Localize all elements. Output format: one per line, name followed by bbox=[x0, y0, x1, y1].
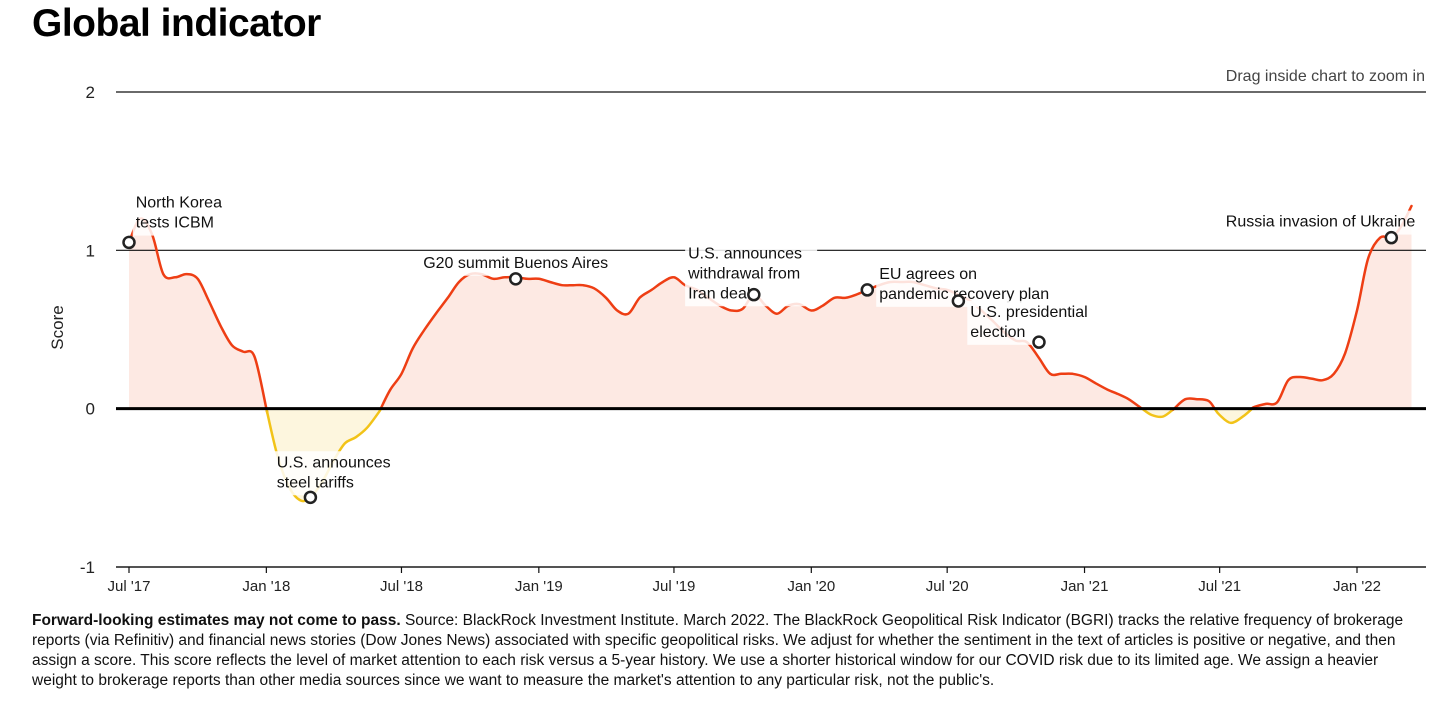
annotation-marker bbox=[951, 294, 966, 308]
annotation-bg bbox=[876, 262, 1068, 307]
page-title: Global indicator bbox=[32, 2, 321, 45]
axes: 2 1 0 -1 Score Jul '17 Jan '18 Jul '18 Jan '19 Ju… bbox=[48, 83, 1426, 595]
annotation-label: North Korea bbox=[136, 195, 222, 212]
annotation-label: Russia invasion of Ukraine bbox=[1226, 214, 1416, 231]
footnote-lead: Forward-looking estimates may not come t… bbox=[32, 612, 401, 629]
source-footnote: Forward-looking estimates may not come t… bbox=[32, 611, 1427, 691]
y-tick-label: 0 bbox=[86, 400, 95, 419]
positive-area-6 bbox=[1252, 206, 1412, 409]
annotation-marker bbox=[860, 283, 875, 297]
negative-line-3 bbox=[1140, 407, 1176, 419]
negative-area-5 bbox=[1214, 408, 1253, 423]
x-tick-label: Jan '20 bbox=[787, 578, 835, 595]
footnote-body: Source: BlackRock Investment Institute. … bbox=[32, 612, 1404, 689]
risk-indicator-chart[interactable]: North Korea tests ICBM U.S. announces steel… bbox=[0, 0, 1456, 600]
annotation-marker bbox=[747, 287, 761, 302]
annotation-marker bbox=[303, 490, 318, 505]
annotation-marker bbox=[1032, 335, 1046, 349]
x-tick-label: Jul '18 bbox=[380, 578, 423, 595]
annotations: North Korea tests ICBM U.S. announces steel… bbox=[122, 191, 1418, 505]
x-tick-label: Jan '18 bbox=[242, 578, 290, 595]
annotation-label: pandemic recovery plan bbox=[879, 286, 1049, 303]
annotation-bg bbox=[1192, 210, 1418, 235]
annotation-bg bbox=[416, 251, 616, 276]
x-tick-label: Jul '19 bbox=[653, 578, 696, 595]
x-tick-label: Jul '20 bbox=[926, 578, 969, 595]
annotation-bg bbox=[132, 191, 232, 236]
y-tick-label: 1 bbox=[86, 241, 95, 260]
area-fills bbox=[129, 206, 1412, 502]
zoom-hint: Drag inside chart to zoom in bbox=[1225, 68, 1425, 85]
positive-line-0 bbox=[127, 217, 269, 414]
annotation-label: election bbox=[970, 324, 1025, 341]
annotation-marker bbox=[1384, 230, 1399, 245]
positive-area-0 bbox=[129, 218, 268, 413]
x-tick-label: Jan '19 bbox=[515, 578, 563, 595]
annotation-label: U.S. presidential bbox=[970, 304, 1087, 321]
x-tick-label: Jan '22 bbox=[1333, 578, 1381, 595]
annotation-marker bbox=[508, 272, 523, 286]
annotation-label: U.S. announces bbox=[688, 245, 802, 262]
negative-line-5 bbox=[1213, 407, 1254, 425]
y-tick-label: 2 bbox=[86, 83, 95, 102]
annotation-label: EU agrees on bbox=[879, 266, 977, 283]
annotation-label: U.S. announces bbox=[277, 454, 391, 471]
annotation-label: G20 summit Buenos Aires bbox=[423, 255, 608, 272]
y-axis-label: Score bbox=[48, 305, 67, 349]
positive-area-2 bbox=[380, 273, 1143, 409]
x-tick-label: Jan '21 bbox=[1061, 578, 1109, 595]
annotation-label: steel tariffs bbox=[277, 474, 354, 491]
y-tick-label: -1 bbox=[80, 558, 95, 577]
x-tick-label: Jul '21 bbox=[1198, 578, 1241, 595]
annotation-bg bbox=[273, 451, 398, 496]
annotation-label: tests ICBM bbox=[136, 215, 214, 232]
annotation-marker bbox=[122, 235, 136, 250]
x-tick-label: Jul '17 bbox=[108, 578, 151, 595]
annotation-label: Iran deal bbox=[688, 285, 750, 302]
annotation-label: withdrawal from bbox=[687, 265, 800, 282]
